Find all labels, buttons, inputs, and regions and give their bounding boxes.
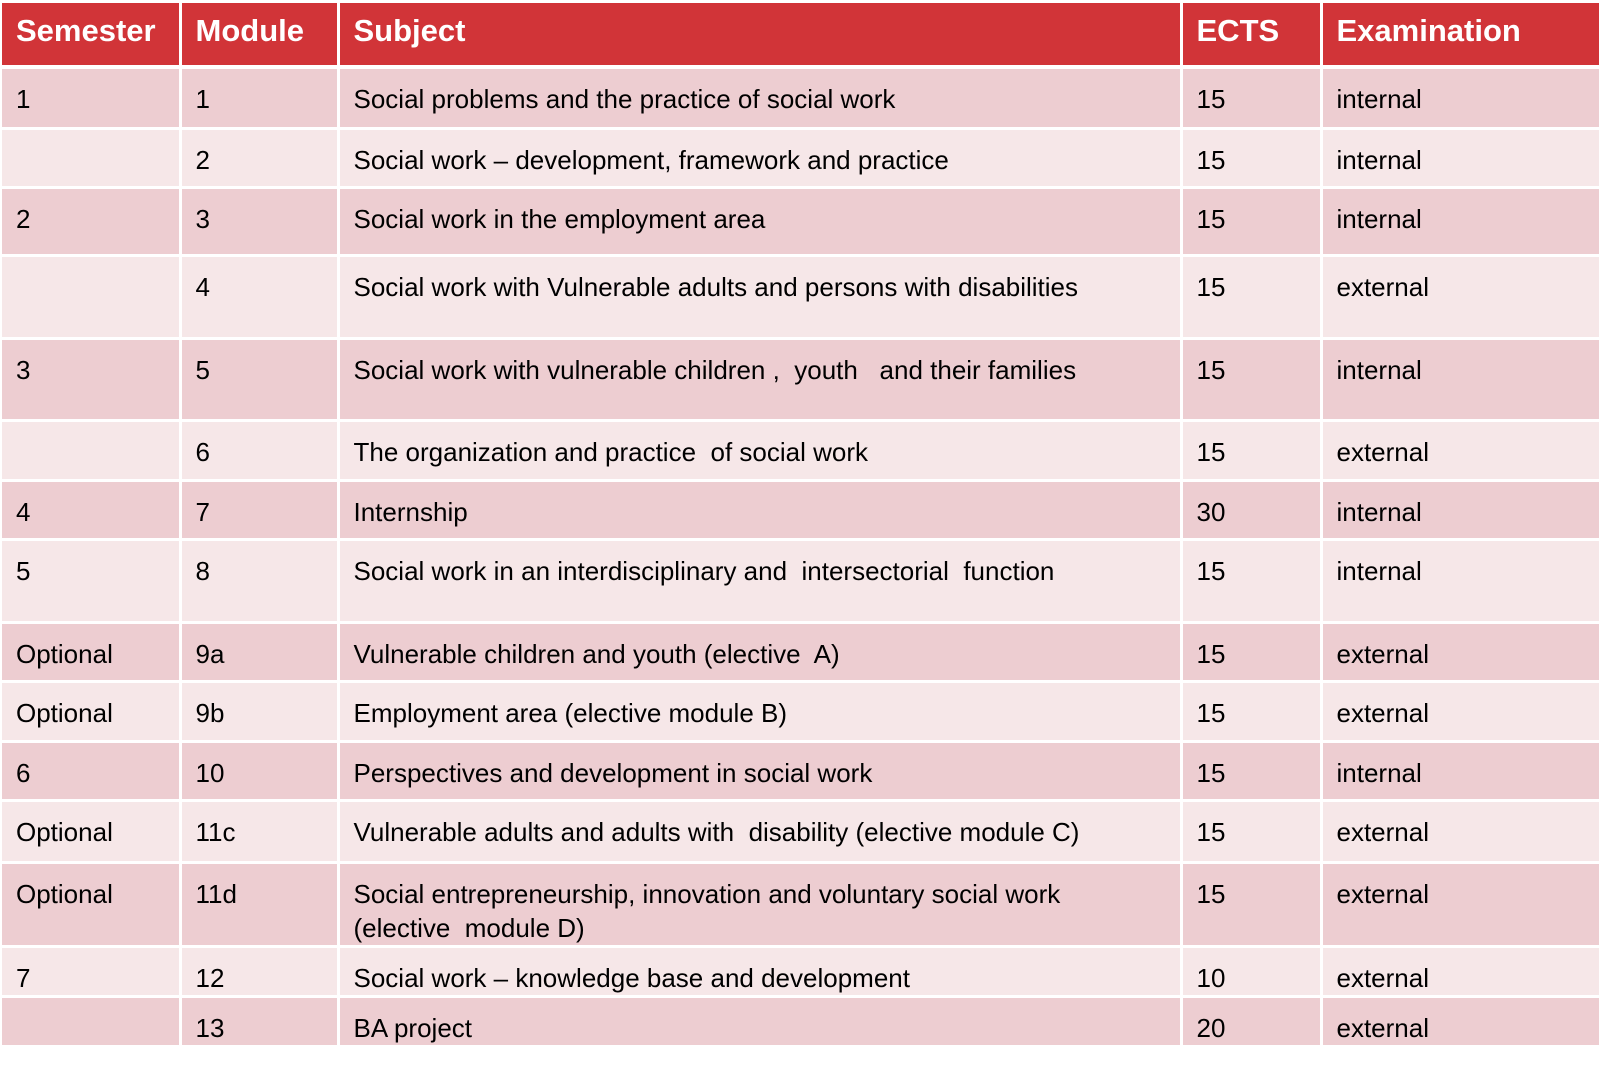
cell-ects: 15 bbox=[1179, 418, 1321, 480]
cell-examination: internal bbox=[1319, 126, 1599, 187]
table-row: 6 The organization and practice of social… bbox=[2, 418, 1599, 480]
cell-module: 3 bbox=[178, 185, 338, 255]
cell-ects: 15 bbox=[1179, 860, 1321, 946]
cell-module: 5 bbox=[178, 336, 338, 420]
cell-subject: Vulnerable adults and adults with disabi… bbox=[336, 798, 1181, 862]
cell-semester: 3 bbox=[2, 336, 180, 420]
cell-semester: 6 bbox=[2, 739, 180, 800]
cell-ects: 15 bbox=[1179, 739, 1321, 800]
cell-ects: 15 bbox=[1179, 620, 1321, 681]
cell-ects: 15 bbox=[1179, 537, 1321, 622]
cell-examination: external bbox=[1319, 253, 1599, 338]
cell-module: 11d bbox=[178, 860, 338, 946]
cell-examination: internal bbox=[1319, 739, 1599, 800]
cell-ects: 15 bbox=[1179, 126, 1321, 187]
cell-module: 1 bbox=[178, 65, 338, 128]
cell-module: 2 bbox=[178, 126, 338, 187]
cell-subject: BA project bbox=[336, 994, 1181, 1045]
header-semester: Semester bbox=[2, 3, 180, 69]
table-row: Optional 11c Vulnerable adults and adults … bbox=[2, 798, 1599, 862]
cell-examination: internal bbox=[1319, 336, 1599, 420]
cell-examination: external bbox=[1319, 994, 1599, 1045]
cell-semester: 7 bbox=[2, 944, 180, 996]
cell-ects: 15 bbox=[1179, 798, 1321, 862]
table-row: 3 5 Social work with vulnerable children ,… bbox=[2, 336, 1599, 420]
cell-subject: Perspectives and development in social w… bbox=[336, 739, 1181, 800]
header-ects: ECTS bbox=[1179, 3, 1321, 69]
cell-semester: Optional bbox=[2, 860, 180, 946]
cell-subject: Social work – knowledge base and develop… bbox=[336, 944, 1181, 996]
cell-semester bbox=[2, 994, 180, 1045]
cell-ects: 20 bbox=[1179, 994, 1321, 1045]
cell-module: 13 bbox=[178, 994, 338, 1045]
table-header-row: Semester Module Subject ECTS Examination bbox=[2, 3, 1599, 69]
cell-semester: 5 bbox=[2, 537, 180, 622]
table-row: 13 BA project 20 external bbox=[2, 994, 1599, 1045]
table-body: 1 1 Social problems and the practice of so… bbox=[2, 65, 1599, 1045]
table-row: 1 1 Social problems and the practice of so… bbox=[2, 65, 1599, 128]
cell-examination: external bbox=[1319, 679, 1599, 741]
header-examination: Examination bbox=[1319, 3, 1599, 69]
cell-module: 10 bbox=[178, 739, 338, 800]
table-row: 4 7 Internship 30 internal bbox=[2, 478, 1599, 539]
cell-subject: The organization and practice of social … bbox=[336, 418, 1181, 480]
cell-ects: 10 bbox=[1179, 944, 1321, 996]
cell-subject: Social work – development, framework and… bbox=[336, 126, 1181, 187]
cell-examination: internal bbox=[1319, 478, 1599, 539]
table-row: Optional 9b Employment area (elective modu… bbox=[2, 679, 1599, 741]
cell-examination: internal bbox=[1319, 65, 1599, 128]
cell-subject: Social work with vulnerable children , y… bbox=[336, 336, 1181, 420]
cell-examination: external bbox=[1319, 798, 1599, 862]
cell-module: 9b bbox=[178, 679, 338, 741]
cell-examination: internal bbox=[1319, 537, 1599, 622]
cell-ects: 15 bbox=[1179, 336, 1321, 420]
cell-module: 4 bbox=[178, 253, 338, 338]
cell-subject: Employment area (elective module B) bbox=[336, 679, 1181, 741]
table-row: 6 10 Perspectives and development in socia… bbox=[2, 739, 1599, 800]
cell-subject: Social work in the employment area bbox=[336, 185, 1181, 255]
cell-subject: Social entrepreneurship, innovation and … bbox=[336, 860, 1181, 946]
table-row: 4 Social work with Vulnerable adults and … bbox=[2, 253, 1599, 338]
cell-semester: 2 bbox=[2, 185, 180, 255]
cell-semester bbox=[2, 126, 180, 187]
cell-module: 7 bbox=[178, 478, 338, 539]
cell-semester bbox=[2, 418, 180, 480]
header-subject: Subject bbox=[336, 3, 1181, 69]
cell-module: 12 bbox=[178, 944, 338, 996]
cell-subject: Internship bbox=[336, 478, 1181, 539]
cell-examination: external bbox=[1319, 620, 1599, 681]
cell-ects: 30 bbox=[1179, 478, 1321, 539]
header-module: Module bbox=[178, 3, 338, 69]
cell-subject: Social problems and the practice of soci… bbox=[336, 65, 1181, 128]
cell-semester: Optional bbox=[2, 798, 180, 862]
cell-subject: Social work with Vulnerable adults and p… bbox=[336, 253, 1181, 338]
cell-examination: external bbox=[1319, 860, 1599, 946]
table-row: 5 8 Social work in an interdisciplinary an… bbox=[2, 537, 1599, 622]
cell-ects: 15 bbox=[1179, 253, 1321, 338]
table-row: Optional 9a Vulnerable children and youth … bbox=[2, 620, 1599, 681]
cell-module: 8 bbox=[178, 537, 338, 622]
cell-module: 6 bbox=[178, 418, 338, 480]
cell-semester: 1 bbox=[2, 65, 180, 128]
cell-subject: Vulnerable children and youth (elective … bbox=[336, 620, 1181, 681]
table-row: 7 12 Social work – knowledge base and deve… bbox=[2, 944, 1599, 996]
cell-module: 11c bbox=[178, 798, 338, 862]
cell-semester: Optional bbox=[2, 620, 180, 681]
cell-ects: 15 bbox=[1179, 185, 1321, 255]
cell-semester: 4 bbox=[2, 478, 180, 539]
cell-semester bbox=[2, 253, 180, 338]
cell-examination: external bbox=[1319, 944, 1599, 996]
cell-module: 9a bbox=[178, 620, 338, 681]
table-row: Optional 11d Social entrepreneurship, inno… bbox=[2, 860, 1599, 946]
table-row: 2 3 Social work in the employment area 15 in… bbox=[2, 185, 1599, 255]
cell-semester: Optional bbox=[2, 679, 180, 741]
table-row: 2 Social work – development, framework an… bbox=[2, 126, 1599, 187]
module-table-container: Semester Module Subject ECTS Examination… bbox=[2, 3, 1599, 1045]
cell-ects: 15 bbox=[1179, 65, 1321, 128]
cell-examination: external bbox=[1319, 418, 1599, 480]
cell-examination: internal bbox=[1319, 185, 1599, 255]
module-table: Semester Module Subject ECTS Examination… bbox=[2, 3, 1599, 1045]
cell-subject: Social work in an interdisciplinary and … bbox=[336, 537, 1181, 622]
cell-ects: 15 bbox=[1179, 679, 1321, 741]
